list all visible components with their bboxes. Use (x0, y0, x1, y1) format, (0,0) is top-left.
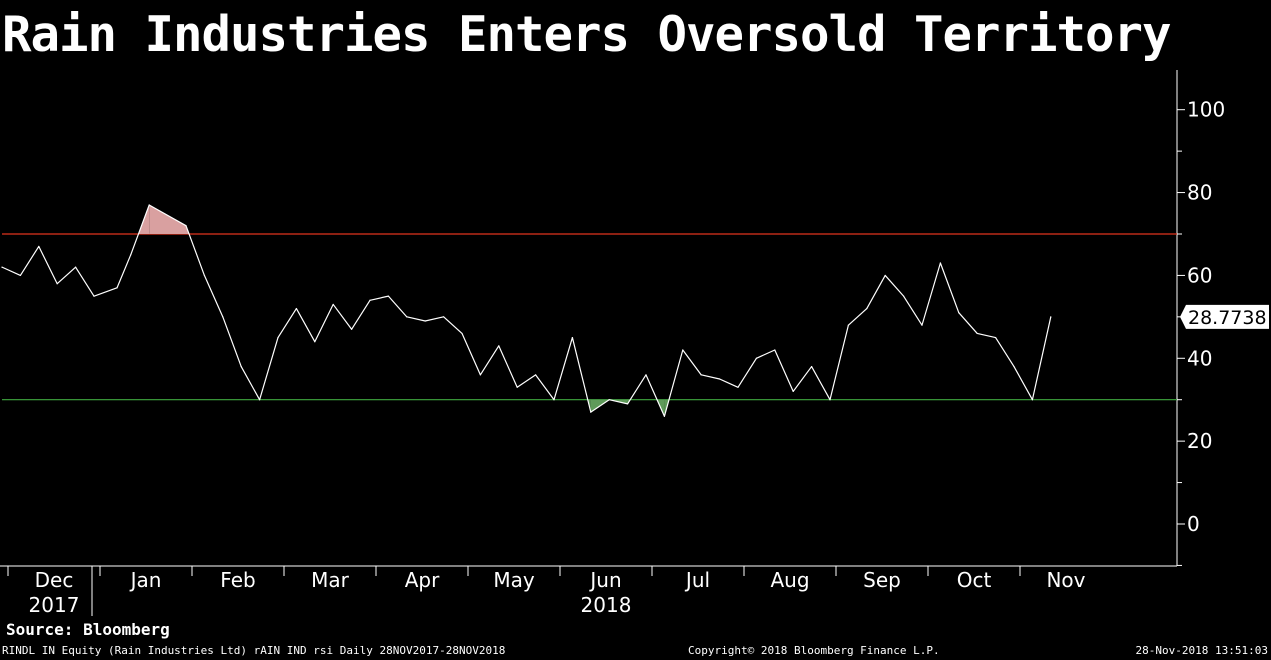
rsi-data-point (19, 274, 21, 277)
rsi-data-point (1013, 365, 1015, 368)
rsi-data-point (148, 204, 150, 206)
rsi-data-point (884, 274, 886, 277)
rsi-data-point (387, 295, 389, 297)
y-tick-label: 60 (1187, 263, 1212, 287)
rsi-data-point (755, 357, 758, 359)
last-value-badge (1180, 304, 1269, 329)
y-tick-label: 20 (1187, 429, 1212, 453)
rsi-data-point (792, 390, 794, 393)
rsi-data-point (259, 399, 261, 401)
x-month-label: Apr (405, 568, 440, 592)
rsi-data-point (903, 295, 905, 297)
rsi-data-point (682, 349, 684, 351)
rsi-data-point (332, 303, 334, 306)
rsi-data-point (277, 336, 279, 339)
rsi-data-point (75, 266, 77, 268)
x-month-label: Oct (957, 568, 992, 592)
x-month-label: Jun (588, 568, 621, 592)
footer-security-info: RINDL IN Equity (Rain Industries Ltd) rA… (2, 644, 506, 657)
rsi-data-point (719, 378, 721, 380)
y-tick-label: 100 (1187, 98, 1225, 122)
rsi-data-point (663, 415, 666, 417)
chart-title: Rain Industries Enters Oversold Territor… (2, 6, 1172, 63)
x-month-label: Mar (311, 568, 350, 592)
rsi-data-point (1031, 399, 1033, 401)
rsi-data-point (976, 332, 978, 335)
rsi-data-point (995, 336, 997, 339)
rsi-data-point (866, 307, 868, 310)
overbought-area (149, 204, 186, 234)
footer-copyright: Copyright© 2018 Bloomberg Finance L.P. (688, 644, 940, 657)
rsi-data-point (847, 324, 850, 326)
rsi-data-point (479, 374, 481, 376)
rsi-data-point (958, 312, 960, 314)
rsi-data-point (443, 316, 445, 318)
x-month-label: Jan (129, 568, 162, 592)
x-month-label: Dec (35, 568, 74, 592)
rsi-data-point (369, 299, 371, 301)
rsi-data-point (627, 403, 629, 405)
rsi-data-point (608, 399, 610, 401)
rsi-data-point (406, 316, 408, 318)
rsi-data-point (38, 245, 40, 248)
rsi-data-point (314, 341, 316, 343)
rsi-data-point (921, 324, 923, 326)
rsi-data-point (203, 274, 205, 277)
y-tick-label: 80 (1187, 181, 1212, 205)
last-value-label: 28.7738 (1188, 307, 1267, 329)
rsi-data-point (295, 307, 297, 310)
x-month-label: Feb (220, 568, 255, 592)
rsi-data-point (130, 254, 132, 256)
rsi-data-point (461, 332, 463, 335)
x-year-label: 2018 (581, 593, 632, 617)
rsi-data-point (516, 386, 518, 388)
rsi-data-point (737, 386, 739, 388)
rsi-data-point (1, 266, 3, 268)
x-month-label: Nov (1046, 568, 1085, 592)
rsi-data-point (829, 399, 831, 401)
rsi-data-point (700, 374, 702, 376)
rsi-data-point (351, 328, 353, 330)
x-month-label: Jul (684, 568, 710, 592)
rsi-data-point (939, 262, 942, 264)
rsi-data-point (811, 365, 813, 368)
rsi-data-point (1050, 316, 1052, 318)
rsi-data-point (116, 287, 118, 289)
rsi-data-point (774, 349, 776, 351)
x-month-label: Aug (770, 568, 809, 592)
source-note: Source: Bloomberg (6, 620, 170, 639)
x-month-label: May (493, 568, 535, 592)
rsi-data-point (535, 374, 537, 376)
rsi-data-point (424, 320, 426, 322)
y-tick-label: 0 (1187, 512, 1200, 536)
rsi-series-line (1, 204, 1052, 417)
y-tick-label: 40 (1187, 346, 1212, 370)
rsi-data-point (240, 365, 242, 368)
rsi-data-point (498, 345, 500, 347)
rsi-data-point (590, 411, 592, 413)
rsi-data-point (645, 374, 647, 376)
rsi-data-point (56, 283, 58, 285)
rsi-data-point (93, 295, 95, 297)
rsi-data-point (185, 225, 187, 227)
rsi-data-point (553, 399, 555, 401)
rsi-data-point (571, 336, 574, 339)
x-month-label: Sep (863, 568, 901, 592)
footer-timestamp: 28-Nov-2018 13:51:03 (1135, 644, 1268, 657)
rsi-data-point (222, 316, 224, 318)
x-year-label: 2017 (29, 593, 80, 617)
